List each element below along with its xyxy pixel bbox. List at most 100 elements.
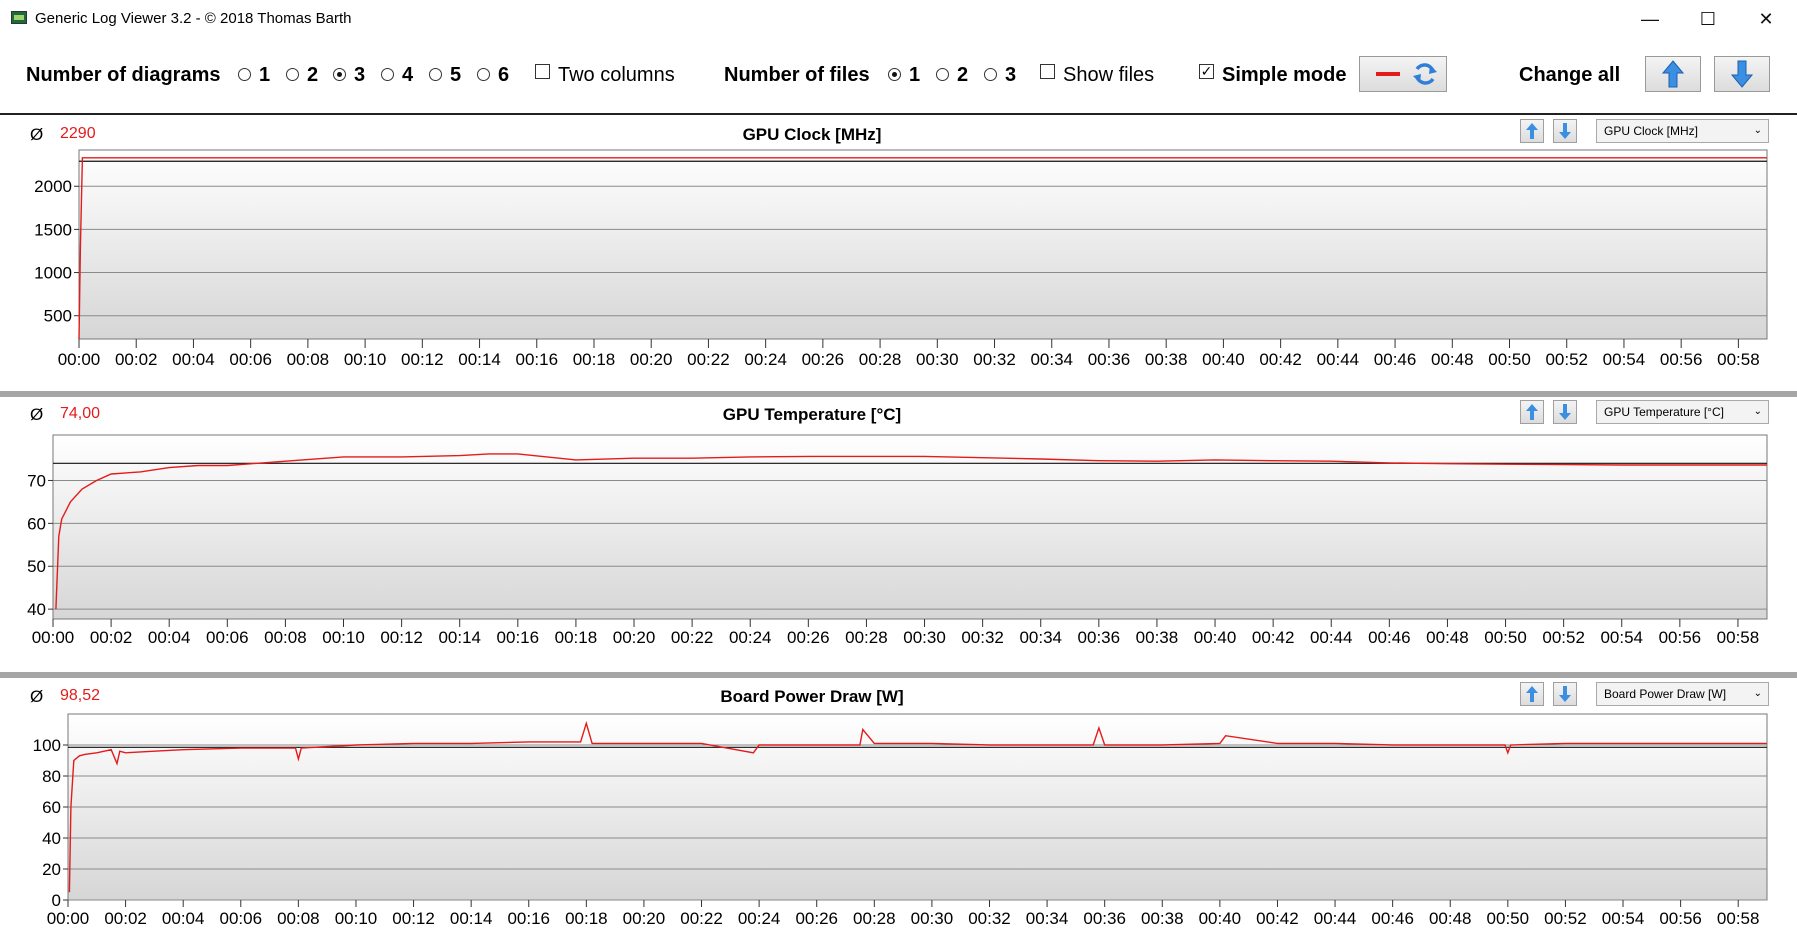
x-tick-label: 00:32 (968, 909, 1011, 928)
diagrams-radio-3-label: 3 (354, 64, 366, 86)
panel-separator (0, 391, 1797, 397)
diagrams-radio-6[interactable] (477, 68, 490, 81)
diagram-source-select[interactable]: GPU Temperature [°C] ⌄ (1596, 400, 1769, 424)
close-button[interactable]: ✕ (1758, 9, 1774, 29)
x-tick-label: 00:52 (1542, 628, 1585, 647)
change-all-down-button[interactable] (1714, 56, 1770, 92)
x-tick-label: 00:56 (1660, 350, 1703, 369)
average-value: 74,00 (60, 405, 101, 422)
x-tick-label: 00:34 (1030, 350, 1073, 369)
chevron-down-icon: ⌄ (1753, 406, 1762, 417)
diagram-up-button[interactable] (1520, 400, 1544, 424)
change-all-label: Change all (1519, 64, 1621, 86)
two-columns-label: Two columns (558, 64, 675, 86)
y-tick-label: 100 (33, 736, 61, 755)
arrow-up-icon (1526, 404, 1538, 420)
window-title: Generic Log Viewer 3.2 - © 2018 Thomas B… (35, 10, 352, 27)
line-color-refresh-icon (1376, 63, 1437, 85)
y-tick-label: 50 (27, 557, 46, 576)
x-tick-label: 00:34 (1019, 628, 1062, 647)
x-tick-label: 00:24 (744, 350, 787, 369)
diagram-source-select[interactable]: Board Power Draw [W] ⌄ (1596, 682, 1769, 706)
simple-mode-checkbox[interactable]: ✓ (1199, 63, 1214, 79)
diagram-up-button[interactable] (1520, 682, 1544, 706)
files-radio-1[interactable] (888, 68, 901, 81)
y-tick-label: 70 (27, 471, 46, 490)
diagram-up-button[interactable] (1520, 119, 1544, 143)
x-tick-label: 00:22 (671, 628, 714, 647)
series-line (55, 453, 1767, 610)
show-files-checkbox[interactable] (1040, 64, 1055, 79)
x-tick-label: 00:28 (845, 628, 888, 647)
x-tick-label: 00:24 (729, 628, 772, 647)
board-power-chart: 0 20 40 60 80 100 00:00 00:02 00:04 00:06 00:08 00:… (33, 713, 1768, 928)
diagrams-radio-5[interactable] (429, 68, 442, 81)
minimize-button[interactable]: — (1641, 9, 1659, 29)
x-tick-label: 00:22 (680, 909, 723, 928)
maximize-button[interactable]: ☐ (1699, 9, 1717, 29)
diagrams-radio-4[interactable] (381, 68, 394, 81)
x-tick-label: 00:42 (1259, 350, 1302, 369)
x-tick-label: 00:46 (1368, 628, 1411, 647)
diagrams-radio-2[interactable] (286, 68, 299, 81)
x-tick-label: 00:12 (380, 628, 423, 647)
x-tick-label: 00:02 (115, 350, 158, 369)
average-value: 98,52 (60, 687, 101, 704)
x-tick-label: 00:00 (47, 909, 90, 928)
y-tick-label: 2000 (34, 177, 72, 196)
app-icon (11, 11, 27, 24)
x-tick-label: 00:12 (392, 909, 435, 928)
x-tick-label: 00:56 (1659, 628, 1702, 647)
diagram-source-select[interactable]: GPU Clock [MHz] ⌄ (1596, 119, 1769, 143)
y-tick-label: 0 (52, 891, 61, 910)
x-tick-label: 00:52 (1544, 909, 1587, 928)
x-tick-label: 00:18 (573, 350, 616, 369)
diagrams-radio-3[interactable] (333, 68, 346, 81)
x-tick-label: 00:32 (973, 350, 1016, 369)
series-line (68, 720, 1767, 893)
diagram-down-button[interactable] (1553, 400, 1577, 424)
x-tick-label: 00:10 (335, 909, 378, 928)
arrow-down-icon (1559, 404, 1571, 420)
diagrams-radio-1[interactable] (238, 68, 251, 81)
x-tick-label: 00:06 (229, 350, 272, 369)
diagram-title: GPU Temperature [°C] (722, 405, 902, 424)
x-tick-label: 00:58 (1717, 350, 1760, 369)
x-tick-label: 00:00 (32, 628, 75, 647)
simple-mode-label: Simple mode (1222, 64, 1347, 86)
x-tick-label: 00:14 (458, 350, 501, 369)
x-tick-label: 00:46 (1374, 350, 1417, 369)
line-color-refresh-button[interactable] (1359, 56, 1447, 92)
diagram-panel-3: Ø 98,52 Board Power Draw [W] Board Power… (0, 678, 1797, 952)
x-tick-label: 00:14 (450, 909, 493, 928)
diagram-down-button[interactable] (1553, 682, 1577, 706)
panel-separator (0, 672, 1797, 678)
x-tick-label: 00:06 (206, 628, 249, 647)
toolbar-separator (0, 113, 1797, 115)
x-tick-label: 00:42 (1256, 909, 1299, 928)
diagram-down-button[interactable] (1553, 119, 1577, 143)
diagram-panel-2: Ø 74,00 GPU Temperature [°C] GPU Tempera… (0, 397, 1797, 675)
diagram-source-select-value: GPU Clock [MHz] (1604, 124, 1699, 138)
files-radio-3[interactable] (984, 68, 997, 81)
x-tick-label: 00:28 (853, 909, 896, 928)
arrow-up-icon (1526, 686, 1538, 702)
change-all-up-button[interactable] (1645, 56, 1701, 92)
x-tick-label: 00:48 (1429, 909, 1472, 928)
diagram-panel-1: Ø 2290 GPU Clock [MHz] GPU Clock [MHz] ⌄… (0, 115, 1797, 393)
x-tick-label: 00:30 (911, 909, 954, 928)
diagrams-radio-1-label: 1 (259, 64, 271, 86)
x-tick-label: 00:44 (1310, 628, 1353, 647)
x-tick-label: 00:48 (1431, 350, 1474, 369)
files-radio-3-label: 3 (1005, 64, 1017, 86)
diagrams-radio-5-label: 5 (450, 64, 462, 86)
x-tick-label: 00:40 (1202, 350, 1245, 369)
two-columns-checkbox[interactable] (535, 64, 550, 79)
x-tick-label: 00:44 (1314, 909, 1357, 928)
series-line (78, 157, 1767, 340)
average-symbol: Ø (30, 405, 44, 424)
files-radio-2[interactable] (936, 68, 949, 81)
number-of-files-label: Number of files (724, 64, 870, 86)
x-tick-label: 00:50 (1488, 350, 1531, 369)
x-tick-label: 00:04 (148, 628, 191, 647)
